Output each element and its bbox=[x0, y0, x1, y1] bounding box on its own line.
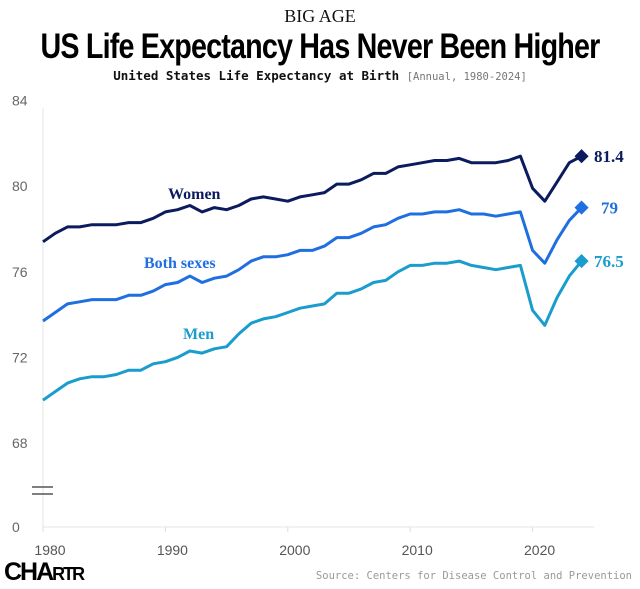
source-note: Source: Centers for Disease Control and … bbox=[315, 570, 632, 582]
y-tick-label: 72 bbox=[12, 349, 28, 365]
y-tick-label: 68 bbox=[12, 435, 28, 451]
series-line-2 bbox=[42, 259, 583, 402]
end-value-label: 79 bbox=[601, 199, 618, 218]
y-tick-label: 76 bbox=[12, 264, 28, 280]
y-tick-label: 84 bbox=[12, 93, 28, 109]
kicker: BIG AGE bbox=[284, 6, 356, 26]
page-title: US Life Expectancy Has Never Been Higher bbox=[40, 27, 601, 66]
series-line-1 bbox=[42, 206, 583, 323]
end-value-label: 76.5 bbox=[594, 252, 624, 271]
x-tick-label: 2020 bbox=[524, 542, 555, 558]
series-line-0 bbox=[42, 154, 583, 244]
subtitle-note: [Annual, 1980-2024] bbox=[406, 71, 527, 83]
x-tick-label: 1990 bbox=[157, 542, 188, 558]
chartr-logo: CHARTR bbox=[4, 558, 85, 586]
end-point-marker bbox=[574, 149, 589, 164]
end-point-marker bbox=[574, 254, 589, 269]
end-value-label: 81.4 bbox=[594, 147, 624, 166]
series-label: Both sexes bbox=[144, 255, 216, 272]
series-label: Men bbox=[183, 326, 214, 343]
x-tick-label: 2010 bbox=[402, 542, 433, 558]
x-tick-label: 1980 bbox=[34, 542, 65, 558]
subtitle-text: United States Life Expectancy at Birth bbox=[113, 68, 400, 83]
y-tick-label: 80 bbox=[12, 178, 28, 194]
end-point-marker bbox=[574, 200, 589, 215]
series-label: Women bbox=[168, 186, 221, 203]
x-tick-label: 2000 bbox=[279, 542, 310, 558]
y-tick-label: 0 bbox=[12, 519, 20, 535]
chart-subtitle: United States Life Expectancy at Birth [… bbox=[0, 68, 640, 85]
